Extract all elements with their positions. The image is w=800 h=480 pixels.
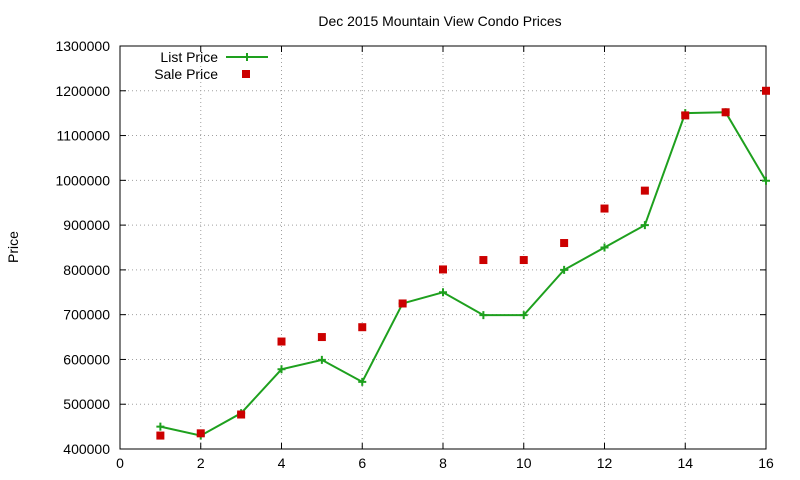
data-series xyxy=(156,86,770,440)
y-axis-title: Price xyxy=(5,231,21,263)
x-tick-label: 8 xyxy=(439,455,447,471)
list-price-point xyxy=(560,265,569,274)
y-tick-label: 1000000 xyxy=(55,172,110,188)
list-price-point xyxy=(439,288,447,297)
list-price-point xyxy=(317,355,326,364)
legend-square-marker xyxy=(242,70,250,78)
sale-price-point xyxy=(439,265,447,274)
sale-price-point xyxy=(560,239,569,248)
sale-price-point xyxy=(640,186,649,195)
series-1 xyxy=(156,86,770,440)
y-tick-label: 800000 xyxy=(63,262,110,278)
x-tick-label: 10 xyxy=(516,455,532,471)
x-tick-label: 4 xyxy=(278,455,286,471)
list-price-point xyxy=(358,377,367,386)
x-tick-label: 14 xyxy=(677,455,693,471)
legend-plus-marker xyxy=(243,53,251,61)
grid-lines xyxy=(120,46,766,449)
y-tick-label: 700000 xyxy=(63,307,110,323)
sale-price-point xyxy=(600,204,609,213)
list-price-point xyxy=(640,221,649,230)
legend-label: List Price xyxy=(160,49,218,65)
y-tick-label: 1300000 xyxy=(55,38,110,54)
y-tick-label: 1200000 xyxy=(55,83,110,99)
sale-price-point xyxy=(519,256,528,265)
y-tick-label: 500000 xyxy=(63,396,110,412)
x-tick-label: 16 xyxy=(758,455,774,471)
list-price-point xyxy=(277,365,286,374)
sale-price-point xyxy=(358,323,367,332)
list-price-point xyxy=(156,422,165,431)
sale-price-point xyxy=(237,410,246,419)
x-tick-label: 6 xyxy=(358,455,366,471)
y-tick-label: 900000 xyxy=(63,217,110,233)
sale-price-point xyxy=(721,108,730,117)
sale-price-point xyxy=(398,299,407,308)
list-price-line xyxy=(160,111,767,437)
x-tick-label: 12 xyxy=(597,455,613,471)
sale-price-point xyxy=(479,256,488,265)
y-tick-label: 1100000 xyxy=(57,128,111,144)
axis-ticks xyxy=(119,45,767,450)
legend-label: Sale Price xyxy=(154,66,218,82)
list-price-point xyxy=(519,311,528,320)
x-axis-tick-labels: 0 2 4 6 8 10 12 14 16 xyxy=(116,455,774,471)
list-price-point xyxy=(479,311,488,320)
sale-price-point xyxy=(681,111,690,120)
y-axis-tick-labels: 400000 500000 600000 700000 800000 900000 1000… xyxy=(55,38,110,457)
sale-price-point xyxy=(156,431,165,440)
sale-price-point xyxy=(277,337,286,346)
sale-price-point xyxy=(317,333,326,342)
list-price-point xyxy=(600,243,609,252)
y-tick-label: 600000 xyxy=(63,351,110,367)
list-price-point xyxy=(762,176,770,185)
x-tick-label: 2 xyxy=(197,455,205,471)
series-0 xyxy=(156,108,770,440)
y-tick-label: 400000 xyxy=(63,441,110,457)
x-tick-label: 0 xyxy=(116,455,124,471)
sale-price-point xyxy=(762,86,770,95)
sale-price-point xyxy=(196,429,205,438)
chart-title: Dec 2015 Mountain View Condo Prices xyxy=(318,13,561,29)
